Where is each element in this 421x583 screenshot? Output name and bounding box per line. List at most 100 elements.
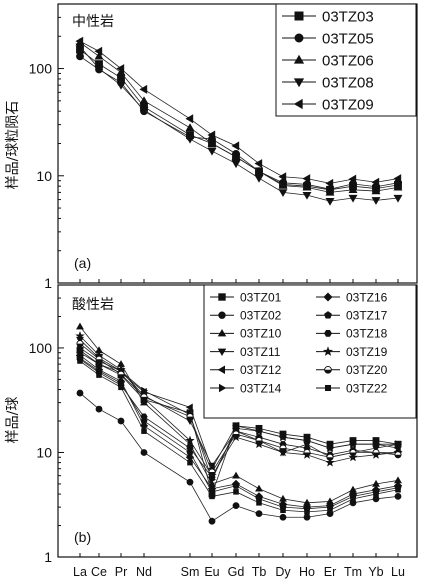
data-point-03TZ02-Ce xyxy=(95,405,103,413)
data-point-03TZ10-Tb xyxy=(255,484,263,492)
data-point-03TZ19-Dy xyxy=(278,447,288,457)
data-point-03TZ22-Er xyxy=(327,507,333,514)
legend-label-03TZ10: 03TZ10 xyxy=(240,327,282,341)
data-point-03TZ09-Er xyxy=(325,178,334,188)
x-axis-labels: La Ce Pr Nd Sm Eu Gd Tb Dy Ho Er Tm Yb Lu xyxy=(73,565,405,579)
legend-marker-03TZ05 xyxy=(294,33,304,43)
data-point-03TZ02-Ho xyxy=(303,513,311,521)
series-03TZ06 xyxy=(75,37,403,196)
data-point-03TZ08-Tm xyxy=(348,194,358,203)
legend-label-03TZ01: 03TZ01 xyxy=(240,290,282,304)
data-point-03TZ14-Nd xyxy=(141,386,149,395)
data-point-03TZ22-Lu xyxy=(395,486,401,493)
x-tick-label-Tm: Tm xyxy=(344,565,362,579)
data-point-03TZ20-Nd-fill xyxy=(140,396,148,401)
legend-marker-03TZ09 xyxy=(293,98,303,110)
y-axis-label: 样品/球 xyxy=(5,397,21,444)
data-point-03TZ02-Pr xyxy=(117,417,125,425)
panel-label: (a) xyxy=(74,255,91,271)
data-point-03TZ08-Gd xyxy=(231,160,241,169)
data-point-03TZ20-Gd-fill xyxy=(232,434,240,438)
legend-label-03TZ02: 03TZ02 xyxy=(240,309,282,323)
data-point-03TZ02-Dy xyxy=(279,513,287,521)
x-tick-label-Sm: Sm xyxy=(181,565,200,579)
data-point-03TZ09-Nd xyxy=(139,84,148,94)
legend-label-03TZ16: 03TZ16 xyxy=(346,290,388,304)
legend-marker-03TZ10 xyxy=(217,329,227,337)
data-point-03TZ09-Ho xyxy=(302,174,311,184)
series-line-03TZ19 xyxy=(79,335,399,477)
data-point-03TZ05-La xyxy=(76,52,84,61)
x-tick-label-Tb: Tb xyxy=(252,565,267,579)
series-03TZ09 xyxy=(75,36,402,188)
data-point-03TZ09-Sm xyxy=(185,114,194,124)
legend-marker-03TZ14 xyxy=(218,383,227,393)
data-point-03TZ02-Nd xyxy=(140,449,148,456)
data-point-03TZ08-Pr xyxy=(116,81,126,90)
data-point-03TZ08-Nd xyxy=(139,106,149,115)
data-point-03TZ06-Eu xyxy=(207,138,217,147)
series-line-03TZ08 xyxy=(79,46,399,202)
series-line-03TZ16 xyxy=(79,354,399,508)
data-point-03TZ09-Yb xyxy=(371,177,380,187)
data-point-03TZ22-Ce xyxy=(96,372,102,378)
x-tick-label-Pr: Pr xyxy=(115,565,128,579)
data-point-03TZ06-Ce xyxy=(94,51,104,60)
data-point-03TZ06-Dy xyxy=(278,181,288,189)
data-point-03TZ22-Pr xyxy=(118,384,124,391)
data-point-03TZ06-Tb xyxy=(254,166,264,175)
data-point-03TZ20-Sm-fill xyxy=(186,416,194,420)
data-point-03TZ22-Gd xyxy=(233,489,239,495)
data-point-03TZ06-Er xyxy=(325,187,335,196)
data-point-03TZ08-Yb xyxy=(371,197,381,205)
legend: 03TZ03 03TZ05 03TZ06 03TZ08 03TZ09 xyxy=(275,3,417,117)
data-point-03TZ20-Dy-fill xyxy=(279,448,287,452)
data-point-03TZ06-Nd xyxy=(139,96,149,105)
data-point-03TZ19-Er xyxy=(325,457,335,467)
data-point-03TZ17-Gd xyxy=(232,482,240,489)
data-point-03TZ18-Sm xyxy=(186,445,194,452)
data-point-03TZ09-Gd xyxy=(231,141,240,151)
data-point-03TZ14-Yb xyxy=(373,440,381,449)
legend-label-03TZ11: 03TZ11 xyxy=(240,345,281,359)
x-tick-label-Yb: Yb xyxy=(368,565,383,579)
data-point-03TZ22-Yb xyxy=(373,491,379,497)
data-point-03TZ20-Ho-fill xyxy=(303,452,311,456)
y-tick-label: 1 xyxy=(44,549,52,565)
data-point-03TZ09-Pr xyxy=(116,64,125,74)
legend-marker-03TZ02 xyxy=(218,311,226,319)
data-point-03TZ22-Eu xyxy=(209,493,215,500)
data-point-03TZ14-Er xyxy=(327,444,335,453)
legend-label-03TZ20: 03TZ20 xyxy=(346,363,388,377)
data-point-03TZ20-Er-fill xyxy=(326,457,334,461)
data-point-03TZ08-Eu xyxy=(207,147,217,156)
chart-panel-2: 1 10 100 酸性岩 (b) 样品/球 03TZ01 03TZ02 03TZ10 03TZ11… xyxy=(5,284,418,565)
legend-marker-03TZ22 xyxy=(324,384,332,392)
y-tick-label: 100 xyxy=(29,340,53,356)
legend-marker-03TZ03 xyxy=(294,11,304,21)
legend-marker-03TZ01 xyxy=(218,293,226,301)
data-point-03TZ10-Gd xyxy=(232,471,240,479)
data-point-03TZ20-Tm-fill xyxy=(349,452,357,456)
data-point-03TZ22-Dy xyxy=(280,507,286,514)
data-point-03TZ09-Ce xyxy=(94,46,103,56)
panel-label: (b) xyxy=(74,529,91,545)
legend-marker-03TZ16 xyxy=(323,292,333,302)
data-point-03TZ12-Sm xyxy=(185,403,193,412)
x-tick-label-Er: Er xyxy=(324,565,337,579)
data-point-03TZ22-Nd xyxy=(141,428,147,434)
series-line-03TZ10 xyxy=(79,326,399,504)
legend-label-03TZ17: 03TZ17 xyxy=(346,309,388,323)
data-point-03TZ18-Nd xyxy=(140,413,148,420)
series-line-03TZ20 xyxy=(79,343,399,473)
series-line-03TZ06 xyxy=(79,42,399,193)
data-point-03TZ22-Tb xyxy=(256,500,262,506)
x-tick-label-Gd: Gd xyxy=(228,565,245,579)
legend-marker-03TZ12 xyxy=(217,365,226,375)
x-tick-label-La: La xyxy=(73,565,87,579)
data-point-03TZ20-Lu-fill xyxy=(394,454,402,458)
data-point-03TZ22-La xyxy=(77,358,83,364)
series-line-03TZ02 xyxy=(79,392,399,522)
data-point-03TZ09-Dy xyxy=(278,172,287,182)
legend-label-03TZ18: 03TZ18 xyxy=(346,327,388,341)
